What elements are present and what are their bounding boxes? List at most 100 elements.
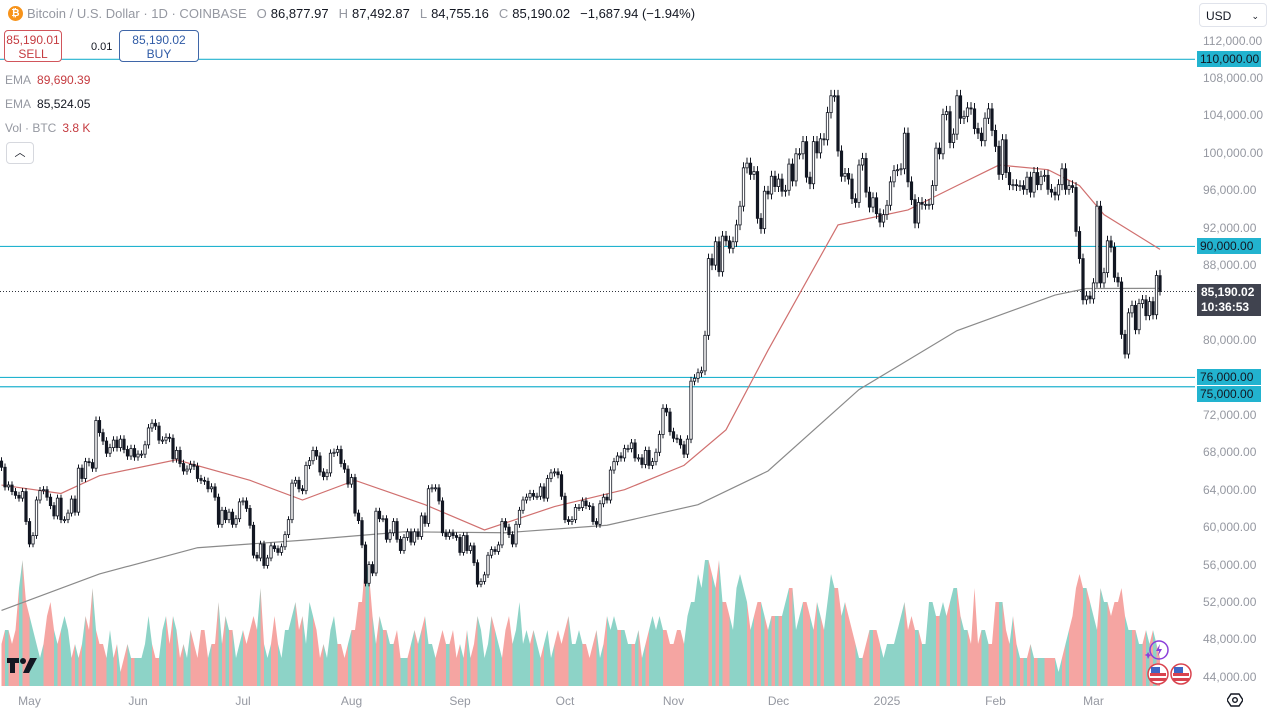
candle-body-down: [195, 465, 200, 479]
candle: [962, 110, 966, 125]
sell-price: 85,190.01: [6, 33, 60, 47]
candle-body-down: [948, 111, 952, 143]
collapse-legend-button[interactable]: ︿: [6, 142, 34, 164]
candle-body-up: [944, 111, 949, 115]
volume-segment: [43, 616, 47, 686]
legend-ema-slow[interactable]: EMA 85,524.05: [5, 97, 90, 111]
candle-body-down: [297, 479, 301, 490]
candle-body-down: [1014, 184, 1019, 187]
candle-body-up: [1067, 185, 1071, 190]
candle-body-up: [986, 108, 991, 119]
volume-segment: [309, 602, 313, 686]
candle-body-down: [993, 130, 998, 147]
volume-segment: [918, 630, 922, 686]
candle-body-down: [101, 432, 105, 442]
legend-ema-fast[interactable]: EMA 89,690.39: [5, 73, 90, 87]
volume-segment: [656, 616, 660, 686]
candle: [727, 235, 732, 254]
buy-button[interactable]: 85,190.02 BUY: [119, 30, 199, 62]
candle: [188, 460, 193, 473]
candle: [752, 166, 756, 180]
candle-body-down: [17, 494, 21, 499]
candle: [1144, 295, 1148, 321]
candle: [1014, 179, 1019, 192]
volume-segment: [589, 644, 593, 686]
candle-body-down: [920, 202, 924, 205]
volume-segment: [708, 560, 712, 686]
volume-segment: [274, 616, 278, 686]
volume-segment: [106, 630, 110, 686]
volume-segment: [141, 644, 145, 686]
volume-segment: [649, 616, 653, 686]
close-label: C: [498, 6, 509, 21]
candle: [944, 105, 949, 121]
candle-body-down: [678, 438, 683, 446]
candle-body-down: [1021, 185, 1026, 190]
candle-body-up: [636, 457, 641, 460]
candle: [482, 571, 487, 585]
candle-body-up: [601, 496, 606, 505]
candle: [472, 542, 476, 566]
candle: [248, 504, 252, 529]
legend-volume[interactable]: Vol · BTC 3.8 K: [5, 121, 90, 135]
volume-segment: [257, 588, 261, 686]
sell-button[interactable]: 85,190.01 SELL: [4, 30, 62, 62]
volume-segment: [547, 630, 551, 686]
symbol-title[interactable]: Bitcoin / U.S. Dollar · 1D · COINBASE: [27, 6, 247, 21]
volume-segment: [50, 602, 54, 686]
candle-body-down: [664, 407, 669, 413]
volume-segment: [376, 616, 380, 686]
volume-segment: [75, 644, 79, 686]
candle: [461, 532, 466, 556]
candle-body-down: [27, 521, 32, 545]
candle-body-down: [440, 500, 445, 534]
volume-segment: [1128, 630, 1132, 686]
candle: [416, 528, 420, 540]
tradingview-logo[interactable]: [6, 656, 40, 676]
candle: [157, 422, 161, 445]
volume-segment: [393, 630, 397, 686]
candle: [923, 199, 928, 210]
volume-segment: [432, 644, 436, 686]
candle: [38, 487, 42, 504]
price-tick: 80,000.00: [1203, 333, 1257, 347]
legend-name: EMA: [5, 73, 32, 87]
candle-body-down: [318, 455, 322, 473]
candle: [62, 516, 67, 524]
symbol-header: ₿ Bitcoin / U.S. Dollar · 1D · COINBASE …: [8, 6, 695, 21]
events-icons[interactable]: [1144, 638, 1194, 688]
candle-body-up: [934, 147, 938, 187]
volume-segment: [806, 602, 810, 686]
candle: [251, 521, 256, 559]
candle-body-up: [136, 453, 140, 458]
volume-segment: [1023, 658, 1027, 686]
candle-body-up: [797, 153, 802, 156]
settings-gear-icon[interactable]: [1227, 692, 1243, 708]
candle-body-up: [650, 461, 655, 466]
candle: [990, 103, 994, 137]
volume-segment: [166, 616, 170, 686]
candle: [1025, 171, 1029, 195]
candle-body-down: [90, 462, 95, 469]
volume-segment: [887, 644, 891, 686]
candle-body-down: [790, 163, 795, 182]
candle-body-up: [881, 214, 886, 223]
candle: [703, 330, 707, 376]
currency-select[interactable]: USD ⌄: [1199, 3, 1267, 27]
volume-segment: [827, 574, 831, 686]
volume-segment: [467, 630, 471, 686]
volume-segment: [876, 630, 880, 686]
candle: [1151, 296, 1155, 320]
volume-segment: [628, 644, 632, 686]
candle: [1070, 180, 1075, 193]
candle-body-up: [160, 439, 165, 442]
volume-segment: [600, 644, 604, 686]
candle-body-up: [220, 509, 224, 525]
candle: [934, 142, 938, 192]
candle: [699, 366, 704, 378]
volume-segment: [873, 630, 877, 686]
volume-segment: [1065, 630, 1069, 686]
candle-body-up: [843, 173, 847, 177]
volume-segment: [36, 644, 40, 686]
